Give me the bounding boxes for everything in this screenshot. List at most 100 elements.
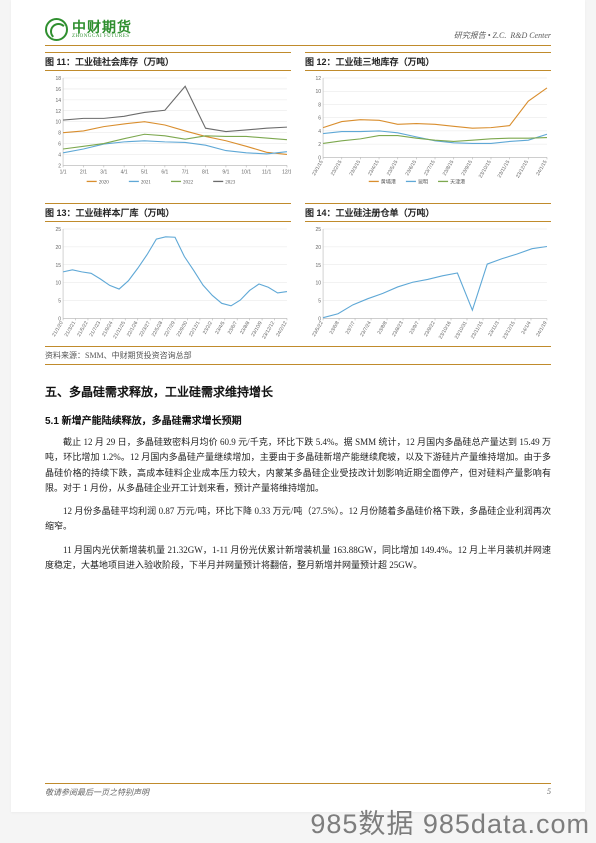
chart-13: 图 13：工业硅样本厂库（万吨） 051015202521/1/2021/3/2…	[45, 203, 291, 340]
watermark: 985数据 985data.com	[310, 802, 590, 841]
paragraph-2: 12 月份多晶硅平均利润 0.87 万元/吨，环比下降 0.33 万元/吨（27…	[45, 504, 551, 535]
svg-text:1/1: 1/1	[60, 169, 67, 175]
section-title: 五、多晶硅需求释放，工业硅需求维持增长	[45, 383, 551, 400]
svg-text:2023: 2023	[225, 180, 236, 185]
svg-text:2020: 2020	[99, 180, 110, 185]
svg-text:23/5/15: 23/5/15	[386, 159, 400, 177]
svg-text:23/2/2: 23/2/2	[202, 320, 214, 335]
page: 中财期货 ZHONGCAI FUTURES 研究报告 • Z.C. R&D Ce…	[11, 0, 585, 812]
svg-text:12: 12	[315, 76, 321, 82]
svg-text:23/10/15: 23/10/15	[478, 159, 493, 179]
header-right-text: 研究报告 • Z.C. R&D Center	[454, 30, 551, 41]
chart-13-title: 图 13：工业硅样本厂库（万吨）	[45, 203, 291, 222]
svg-text:7/1: 7/1	[182, 169, 189, 175]
logo-icon	[45, 18, 68, 41]
svg-text:24/2/12: 24/2/12	[275, 320, 289, 338]
svg-text:23/4/5: 23/4/5	[214, 320, 226, 335]
svg-text:23/4/15: 23/4/15	[367, 159, 381, 177]
svg-text:23/8/8: 23/8/8	[239, 320, 251, 335]
svg-text:23/6/15: 23/6/15	[405, 159, 419, 177]
svg-text:10: 10	[315, 281, 321, 287]
svg-text:12/1: 12/1	[282, 169, 291, 175]
subsection-title: 5.1 新增产能陆续释放，多晶硅需求增长预期	[45, 412, 551, 427]
svg-text:昆明: 昆明	[418, 179, 428, 185]
svg-text:6: 6	[318, 116, 321, 122]
svg-text:天津港: 天津港	[450, 178, 465, 185]
svg-text:黄埔港: 黄埔港	[381, 178, 396, 185]
svg-text:15: 15	[55, 263, 61, 269]
svg-text:23/9/7: 23/9/7	[409, 320, 421, 335]
svg-text:10/1: 10/1	[241, 169, 251, 175]
svg-text:9/1: 9/1	[222, 169, 229, 175]
svg-text:6/1: 6/1	[161, 169, 168, 175]
page-footer: 敬请参阅最后一页之特别声明 5	[45, 783, 551, 798]
svg-text:5: 5	[58, 299, 61, 305]
chart-14-title: 图 14：工业硅注册仓单（万吨）	[305, 203, 551, 222]
svg-text:10: 10	[55, 281, 61, 287]
chart-14: 图 14：工业硅注册仓单（万吨） 051015202523/5/2223/6/8…	[305, 203, 551, 340]
svg-text:23/10/31: 23/10/31	[454, 320, 469, 340]
svg-text:23/9/22: 23/9/22	[423, 320, 437, 338]
svg-text:22/12/1: 22/12/1	[188, 320, 202, 338]
svg-text:2/1: 2/1	[80, 169, 87, 175]
svg-text:2021: 2021	[141, 180, 152, 185]
svg-text:23/11/3: 23/11/3	[487, 320, 500, 337]
svg-text:2022: 2022	[183, 180, 194, 185]
svg-text:23/8/23: 23/8/23	[391, 320, 405, 338]
svg-text:3/1: 3/1	[100, 169, 107, 175]
svg-text:24/1/19: 24/1/19	[535, 320, 549, 338]
page-header: 中财期货 ZHONGCAI FUTURES 研究报告 • Z.C. R&D Ce…	[45, 18, 551, 46]
chart-12-plot: 02468101223/1/1523/2/1523/3/1523/4/1523/…	[305, 74, 551, 189]
svg-text:24/1/4: 24/1/4	[521, 320, 533, 335]
chart-14-plot: 051015202523/5/2223/6/823/7/723/7/2423/8…	[305, 225, 551, 340]
svg-text:18: 18	[55, 76, 61, 82]
svg-text:23/10/16: 23/10/16	[438, 320, 453, 340]
svg-text:23/8/15: 23/8/15	[442, 159, 456, 177]
paragraph-3: 11 月国内光伏新增装机量 21.32GW，1-11 月份光伏累计新增装机量 1…	[45, 543, 551, 574]
chart-11: 图 11：工业硅社会库存（万吨） 246810121416181/12/13/1…	[45, 52, 291, 189]
chart-11-plot: 246810121416181/12/13/14/15/16/17/18/19/…	[45, 74, 291, 189]
svg-text:23/3/15: 23/3/15	[349, 159, 363, 177]
svg-text:15: 15	[315, 263, 321, 269]
logo: 中财期货 ZHONGCAI FUTURES	[45, 18, 132, 41]
svg-text:23/8/8: 23/8/8	[377, 320, 389, 335]
chart-12-title: 图 12：工业硅三地库存（万吨）	[305, 52, 551, 71]
chart-11-title: 图 11：工业硅社会库存（万吨）	[45, 52, 291, 71]
svg-text:4: 4	[318, 129, 321, 135]
svg-text:16: 16	[55, 87, 61, 93]
svg-text:21/11/25: 21/11/25	[112, 320, 127, 340]
svg-text:23/12/15: 23/12/15	[515, 159, 530, 179]
svg-text:23/1/15: 23/1/15	[311, 159, 325, 177]
svg-text:23/11/15: 23/11/15	[497, 159, 512, 179]
svg-text:8/1: 8/1	[202, 169, 209, 175]
svg-text:23/9/15: 23/9/15	[461, 159, 475, 177]
svg-text:23/7/7: 23/7/7	[345, 320, 357, 335]
svg-text:2: 2	[318, 142, 321, 148]
svg-text:23/7/15: 23/7/15	[423, 159, 437, 177]
svg-text:5/1: 5/1	[141, 169, 148, 175]
svg-text:23/12/15: 23/12/15	[502, 320, 517, 340]
svg-text:25: 25	[55, 227, 61, 233]
svg-text:20: 20	[55, 245, 61, 251]
svg-text:25: 25	[315, 227, 321, 233]
logo-sub-text: ZHONGCAI FUTURES	[72, 34, 132, 39]
svg-text:4/1: 4/1	[121, 169, 128, 175]
svg-text:10: 10	[55, 120, 61, 126]
svg-text:23/5/22: 23/5/22	[311, 320, 325, 338]
svg-text:23/6/8: 23/6/8	[329, 320, 341, 335]
charts-grid: 图 11：工业硅社会库存（万吨） 246810121416181/12/13/1…	[45, 52, 551, 340]
paragraph-1: 截止 12 月 29 日，多晶硅致密料月均价 60.9 元/千克，环比下跌 5.…	[45, 435, 551, 496]
svg-text:24/1/15: 24/1/15	[535, 159, 549, 177]
svg-text:4: 4	[58, 152, 61, 158]
chart-13-plot: 051015202521/1/2021/3/2121/5/2221/7/2321…	[45, 225, 291, 340]
chart-12: 图 12：工业硅三地库存（万吨） 02468101223/1/1523/2/15…	[305, 52, 551, 189]
charts-source: 资料来源：SMM、中财期货投资咨询总部	[45, 346, 551, 365]
svg-text:6: 6	[58, 142, 61, 148]
footer-left: 敬请参阅最后一页之特别声明	[45, 787, 149, 798]
svg-text:23/7/24: 23/7/24	[359, 320, 373, 338]
svg-text:14: 14	[55, 98, 61, 104]
svg-text:20: 20	[315, 245, 321, 251]
svg-text:10: 10	[315, 89, 321, 95]
logo-main-text: 中财期货	[72, 20, 132, 34]
svg-text:12: 12	[55, 109, 61, 115]
